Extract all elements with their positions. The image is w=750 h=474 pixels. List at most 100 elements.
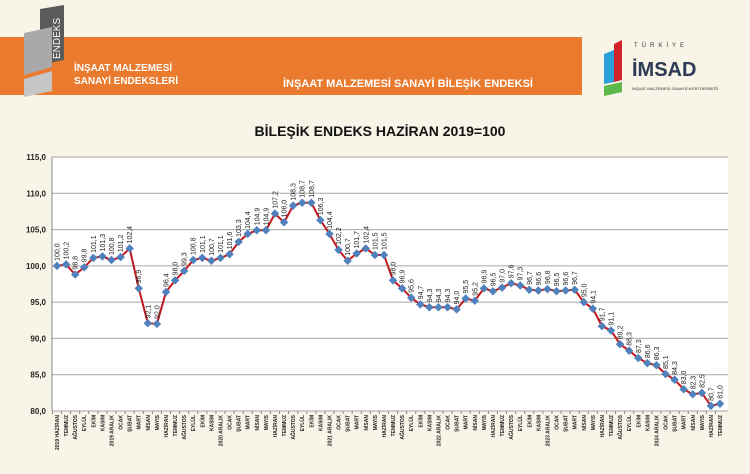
data-point xyxy=(615,339,625,349)
plot-area xyxy=(52,157,728,411)
data-label: 104,4 xyxy=(327,211,334,229)
data-point xyxy=(416,300,425,309)
x-tick-label: ŞUBAT xyxy=(673,415,679,432)
data-point xyxy=(161,287,171,297)
x-tick-label: TEMMUZ xyxy=(64,415,70,436)
data-point xyxy=(388,276,398,285)
header-banner xyxy=(0,37,582,95)
endeks-logo: ENDEKS xyxy=(24,5,64,97)
x-tick-label: NİSAN xyxy=(254,415,261,431)
data-label: 96,8 xyxy=(545,270,552,284)
data-point xyxy=(170,276,180,285)
chart-title: BİLEŞİK ENDEKS HAZİRAN 2019=100 xyxy=(255,123,506,139)
data-label: 100,0 xyxy=(55,243,62,261)
data-label: 96,5 xyxy=(554,273,561,287)
y-tick-label: 115,0 xyxy=(26,153,46,162)
data-label: 104,4 xyxy=(245,211,252,229)
data-label: 94,0 xyxy=(454,291,461,305)
x-tick-label: MART xyxy=(137,415,143,429)
data-point xyxy=(706,401,716,411)
data-point xyxy=(579,297,589,307)
x-tick-label: MART xyxy=(246,415,252,429)
data-point xyxy=(488,287,498,296)
data-point xyxy=(243,229,252,239)
x-tick-label: TEMMUZ xyxy=(718,415,724,436)
data-point xyxy=(152,319,162,329)
data-label: 101,7 xyxy=(354,231,361,249)
data-label: 104,9 xyxy=(254,208,261,226)
data-label: 96,7 xyxy=(572,271,579,285)
data-label: 97,0 xyxy=(500,269,507,283)
x-tick-label: TEMMUZ xyxy=(282,415,288,436)
data-point xyxy=(279,218,289,227)
x-tick-label: EYLÜL xyxy=(408,415,415,431)
data-point xyxy=(534,286,543,295)
y-tick-label: 100,0 xyxy=(26,262,47,271)
data-label: 92,0 xyxy=(154,305,161,319)
data-point xyxy=(143,318,153,328)
x-tick-label: MAYIS xyxy=(591,414,597,430)
data-label: 95,2 xyxy=(472,282,479,296)
data-point xyxy=(434,302,443,312)
x-tick-label: MAYIS xyxy=(373,414,379,430)
x-tick-label: KASIM xyxy=(209,415,215,431)
x-tick-label: OCAK xyxy=(555,415,561,430)
data-label: 96,6 xyxy=(563,272,570,286)
data-point xyxy=(325,229,334,239)
data-label: 96,7 xyxy=(527,271,534,285)
data-point xyxy=(379,250,389,260)
data-point xyxy=(543,284,552,294)
imsad-logo-top: TÜRKİYE xyxy=(634,42,688,49)
data-label: 80,7 xyxy=(708,387,715,401)
data-label: 96,9 xyxy=(400,270,407,284)
data-label: 101,3 xyxy=(100,234,107,252)
data-label: 95,5 xyxy=(463,280,470,294)
data-point xyxy=(307,198,316,207)
data-label: 92,1 xyxy=(145,304,152,318)
subtitle-line-1: İNŞAAT MALZEMESİ xyxy=(74,63,173,74)
x-tick-label: EYLÜL xyxy=(626,415,633,431)
x-tick-label: OCAK xyxy=(664,415,670,430)
data-point xyxy=(270,209,280,218)
data-point xyxy=(461,294,470,303)
x-tick-label: HAZİRAN xyxy=(163,415,170,438)
data-point xyxy=(443,302,452,312)
x-tick-label: NİSAN xyxy=(145,415,152,431)
x-tick-label: AĞUSTOS xyxy=(507,414,515,439)
data-point xyxy=(70,270,80,279)
data-point xyxy=(670,375,679,385)
data-label: 100,8 xyxy=(109,237,116,255)
data-label: 83,0 xyxy=(681,370,688,384)
x-tick-label: NİSAN xyxy=(363,415,370,431)
data-point xyxy=(597,321,607,331)
data-label: 102,2 xyxy=(336,227,343,245)
data-label: 96,5 xyxy=(490,273,497,287)
data-point xyxy=(188,255,198,265)
data-point xyxy=(715,399,725,408)
x-tick-label: 2022 ARALIK xyxy=(436,415,442,447)
data-label: 95,6 xyxy=(409,279,416,293)
x-tick-label: EYLÜL xyxy=(517,415,524,431)
data-point xyxy=(624,346,634,356)
data-point xyxy=(343,256,352,266)
data-point xyxy=(679,384,688,394)
data-point xyxy=(297,198,307,207)
data-point xyxy=(288,201,298,210)
data-label: 81,0 xyxy=(718,385,725,399)
x-tick-label: KASIM xyxy=(427,415,433,431)
data-label: 95,0 xyxy=(581,283,588,297)
x-tick-label: AĞUSTOS xyxy=(180,414,188,439)
x-tick-label: MAYIS xyxy=(482,414,488,430)
data-point xyxy=(643,358,652,368)
data-label: 102,4 xyxy=(127,226,134,244)
x-tick-label: KASIM xyxy=(645,415,651,431)
data-label: 106,3 xyxy=(318,198,325,216)
data-point xyxy=(515,281,525,290)
data-point xyxy=(570,285,579,295)
data-label: 98,0 xyxy=(391,262,398,276)
data-point xyxy=(634,353,643,363)
x-tick-label: ŞUBAT xyxy=(128,415,134,432)
x-tick-label: 2019 ARALIK xyxy=(109,415,115,447)
data-point xyxy=(316,215,325,225)
